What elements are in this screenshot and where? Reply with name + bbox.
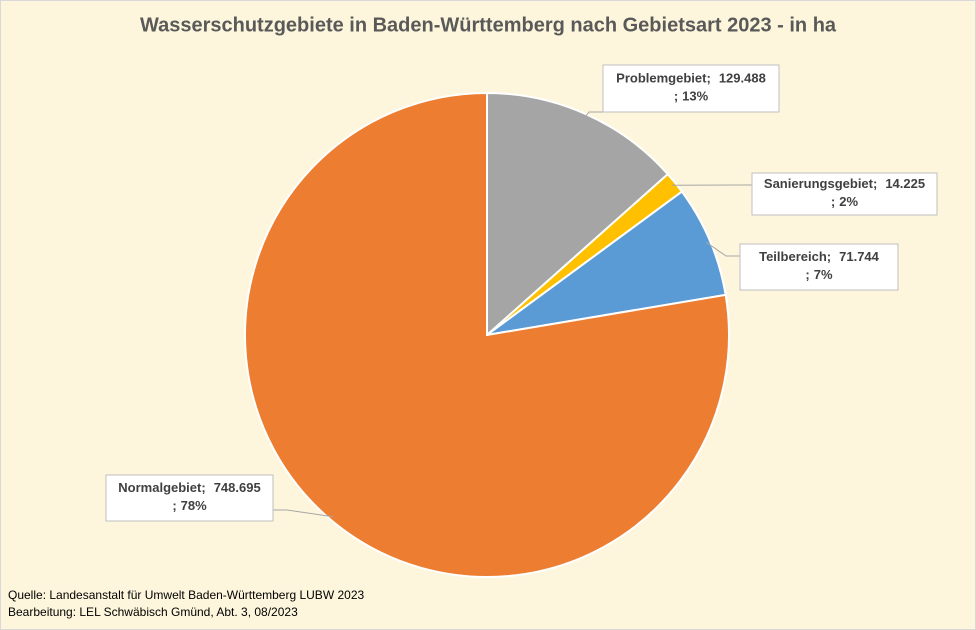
label-separator: ; (706, 71, 710, 86)
data-label-box (602, 64, 780, 113)
data-label: ; 2% (831, 194, 859, 209)
label-category: Normalgebiet (118, 480, 202, 495)
data-label: Normalgebiet; 748.695 (118, 480, 260, 495)
data-label: ; 7% (805, 267, 833, 282)
label-separator: ; (827, 249, 831, 264)
label-separator: ; (674, 89, 678, 104)
label-value: 129.488 (719, 71, 766, 86)
leader-line (584, 111, 603, 119)
label-percent: 13% (682, 89, 708, 104)
data-label-box (739, 243, 899, 291)
label-separator: ; (831, 194, 835, 209)
label-percent: 2% (839, 194, 858, 209)
label-separator: ; (201, 480, 205, 495)
data-label-box (751, 172, 938, 216)
label-category: Sanierungsgebiet (764, 176, 874, 191)
data-label-box (105, 474, 274, 522)
label-percent: 78% (181, 498, 207, 513)
leader-line (273, 509, 334, 518)
label-separator: ; (805, 267, 809, 282)
label-separator: ; (172, 498, 176, 513)
chart-title: Wasserschutzgebiete in Baden-Württemberg… (140, 14, 837, 36)
label-percent: 7% (814, 267, 833, 282)
label-value: 14.225 (885, 176, 925, 191)
pie-slice (486, 91, 670, 338)
label-category: Problemgebiet (616, 71, 707, 86)
data-label: Sanierungsgebiet; 14.225 (764, 176, 925, 191)
pie-slice (486, 190, 727, 336)
label-category: Teilbereich (759, 249, 827, 264)
data-label: Teilbereich; 71.744 (759, 249, 880, 264)
data-label: ; 78% (172, 498, 207, 513)
data-label: Problemgebiet; 129.488 (616, 71, 766, 86)
source-note: Quelle: Landesanstalt für Umwelt Baden-W… (8, 588, 364, 602)
label-value: 748.695 (214, 480, 261, 495)
label-value: 71.744 (839, 249, 880, 264)
data-label: ; 13% (674, 89, 709, 104)
pie-slice (244, 91, 730, 578)
label-separator: ; (873, 176, 877, 191)
leader-line (705, 241, 740, 257)
source-note: Bearbeitung: LEL Schwäbisch Gmünd, Abt. … (8, 605, 298, 619)
